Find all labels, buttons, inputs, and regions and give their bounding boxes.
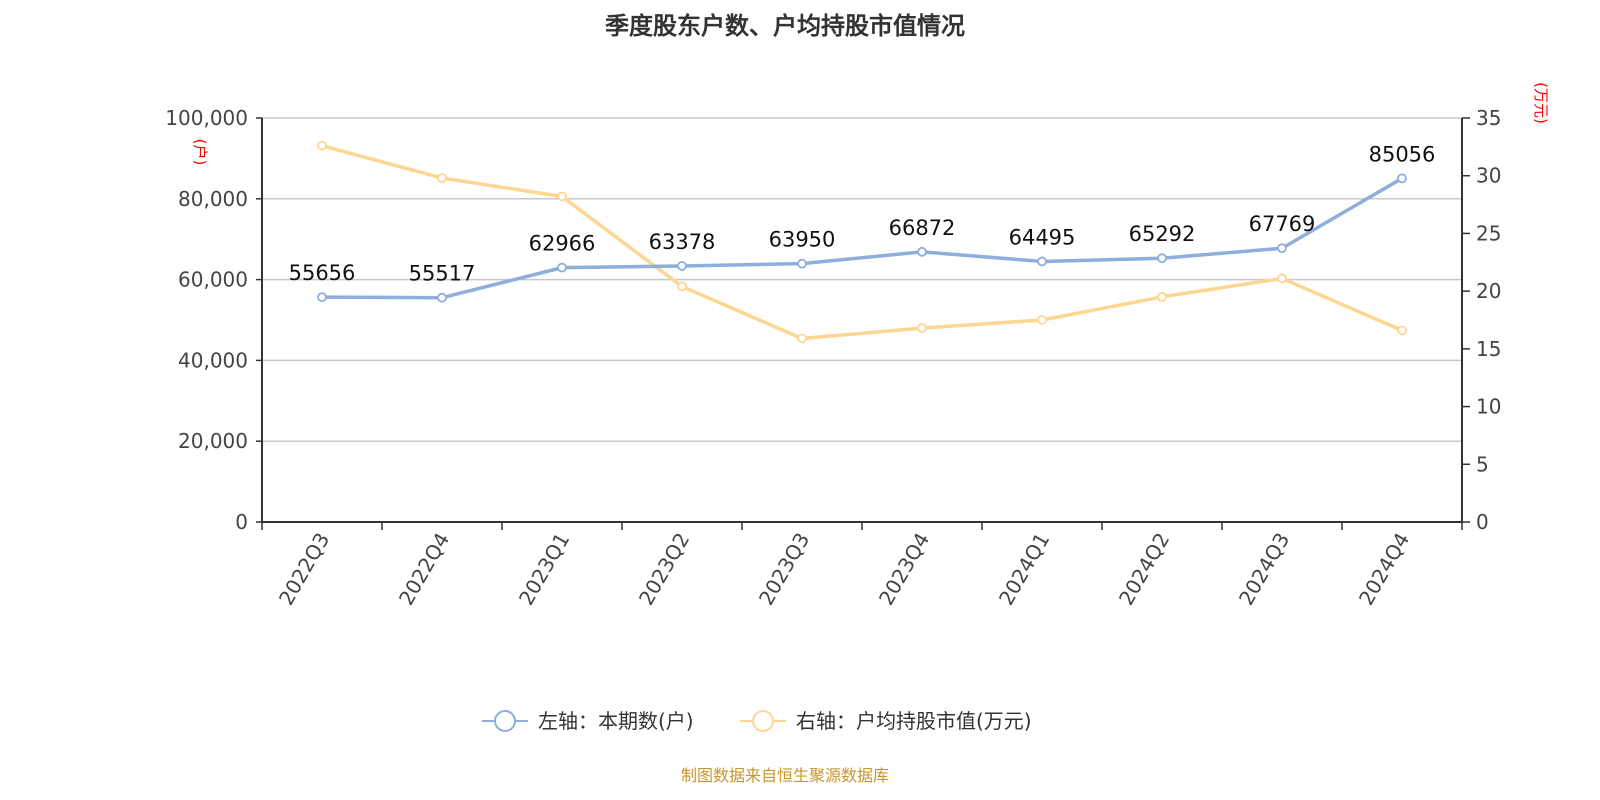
data-point (1157, 292, 1167, 302)
data-point (677, 261, 687, 271)
data-point (797, 258, 807, 269)
data-point (1157, 253, 1167, 264)
data-point (437, 292, 447, 303)
x-axis-tick-label: 2023Q2 (634, 529, 694, 610)
x-axis-tick-label: 2023Q3 (754, 529, 814, 610)
data-label: 63378 (649, 230, 716, 254)
x-axis-tick-label: 2024Q4 (1354, 529, 1414, 610)
data-point (1397, 173, 1407, 184)
data-point (1397, 325, 1407, 336)
right-axis-unit: (万元) (1532, 82, 1550, 124)
data-label: 67769 (1249, 212, 1316, 236)
left-axis-tick-label: 60,000 (178, 268, 248, 292)
legend-label: 左轴：本期数(户) (538, 709, 694, 733)
data-point (677, 281, 687, 292)
data-point (317, 140, 327, 151)
data-point (557, 262, 567, 273)
data-point (1037, 256, 1047, 267)
x-axis-tick-label: 2023Q4 (874, 529, 934, 610)
right-axis-tick-label: 10 (1476, 395, 1501, 419)
right-axis-tick-label: 0 (1476, 510, 1489, 534)
data-label: 85056 (1369, 142, 1436, 166)
series-line (321, 176, 1403, 300)
data-label: 64495 (1009, 225, 1076, 249)
data-point (917, 323, 927, 333)
data-point (437, 173, 447, 183)
right-axis-tick-label: 5 (1476, 452, 1489, 476)
x-axis-tick-label: 2022Q4 (394, 529, 454, 610)
left-axis-tick-label: 40,000 (178, 348, 248, 372)
right-axis-tick-label: 20 (1476, 279, 1501, 303)
series-line (321, 144, 1403, 341)
data-label: 66872 (889, 216, 956, 240)
x-axis-tick-label: 2024Q3 (1234, 529, 1294, 610)
data-point (557, 191, 567, 202)
data-point (797, 333, 807, 344)
right-axis-tick-label: 35 (1476, 106, 1501, 130)
x-axis-tick-label: 2024Q1 (994, 529, 1054, 610)
left-axis-unit: (户) (191, 139, 209, 166)
data-label: 65292 (1129, 222, 1196, 246)
right-axis-tick-label: 25 (1476, 221, 1501, 245)
data-label: 63950 (769, 228, 836, 252)
x-axis-tick-label: 2024Q2 (1114, 529, 1174, 610)
data-point (1277, 273, 1287, 284)
legend-marker-icon (494, 710, 516, 732)
data-point (1037, 315, 1047, 325)
chart-title: 季度股东户数、户均持股市值情况 (605, 12, 965, 40)
right-axis-tick-label: 30 (1476, 164, 1501, 188)
legend-marker-icon (752, 710, 774, 732)
x-axis-tick-label: 2022Q3 (274, 529, 334, 610)
left-axis-tick-label: 20,000 (178, 429, 248, 453)
data-point (917, 246, 927, 257)
data-point (1277, 243, 1287, 254)
x-axis-tick-label: 2023Q1 (514, 529, 574, 610)
data-source-note: 制图数据来自恒生聚源数据库 (680, 766, 889, 785)
legend-label: 右轴：户均持股市值(万元) (796, 709, 1032, 733)
data-label: 62966 (529, 232, 596, 256)
left-axis-tick-label: 100,000 (165, 106, 248, 130)
left-axis-tick-label: 80,000 (178, 187, 248, 211)
data-label: 55656 (289, 261, 356, 285)
data-label: 55517 (409, 262, 476, 286)
right-axis-tick-label: 15 (1476, 337, 1501, 361)
left-axis-tick-label: 0 (235, 510, 248, 534)
data-point (317, 292, 327, 303)
